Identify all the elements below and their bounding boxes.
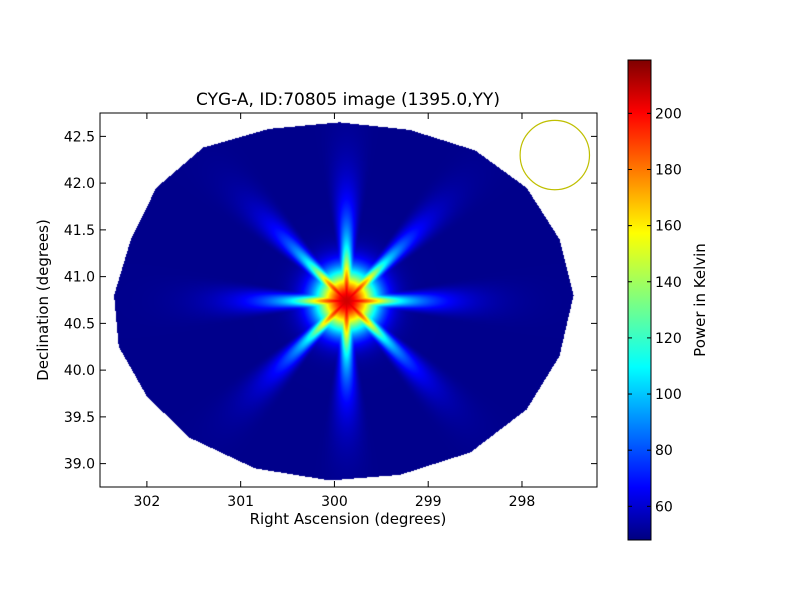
y-axis-label: Declination (degrees) xyxy=(34,219,52,381)
x-axis-label: Right Ascension (degrees) xyxy=(250,510,447,528)
colorbar-label: Power in Kelvin xyxy=(691,243,709,357)
chart-title: CYG-A, ID:70805 image (1395.0,YY) xyxy=(196,90,500,110)
colorbar: 60 80 100 120 140 160 180 200 xyxy=(627,59,682,541)
colorbar-gradient xyxy=(628,60,651,540)
plot-frame xyxy=(99,112,598,488)
colorbar-tick-label: 100 xyxy=(655,387,682,403)
y-tick-label: 41.0 xyxy=(64,270,95,286)
x-tick-label: 300 xyxy=(321,494,348,510)
heatmap-image xyxy=(100,113,597,487)
y-axis-ticks: 39.0 39.5 40.0 40.5 41.0 41.5 42.0 42.5 xyxy=(64,129,597,473)
colorbar-ticks: 60 80 100 120 140 160 180 200 xyxy=(628,106,682,515)
colorbar-tick-label: 140 xyxy=(655,275,682,291)
y-tick-label: 41.5 xyxy=(64,223,95,239)
beam-circle-marker xyxy=(519,119,591,191)
y-tick-label: 39.5 xyxy=(64,410,95,426)
colorbar-tick-label: 160 xyxy=(655,219,682,235)
colorbar-tick-label: 60 xyxy=(655,499,673,515)
x-tick-label: 302 xyxy=(134,494,161,510)
colorbar-tick-label: 80 xyxy=(655,443,673,459)
y-tick-label: 40.5 xyxy=(64,316,95,332)
y-tick-label: 42.5 xyxy=(64,129,95,145)
x-axis-ticks: 302 301 300 299 298 xyxy=(134,113,536,510)
y-tick-label: 39.0 xyxy=(64,457,95,473)
colorbar-tick-label: 200 xyxy=(655,106,682,122)
colorbar-frame xyxy=(627,59,652,541)
x-tick-label: 299 xyxy=(415,494,442,510)
y-tick-label: 40.0 xyxy=(64,363,95,379)
y-tick-label: 42.0 xyxy=(64,176,95,192)
plot-area: 302 301 300 299 298 39.0 39.5 40.0 40.5 41.0 41.5… xyxy=(64,112,598,510)
colorbar-tick-label: 120 xyxy=(655,331,682,347)
x-tick-label: 301 xyxy=(227,494,254,510)
colorbar-tick-label: 180 xyxy=(655,162,682,178)
x-tick-label: 298 xyxy=(509,494,536,510)
